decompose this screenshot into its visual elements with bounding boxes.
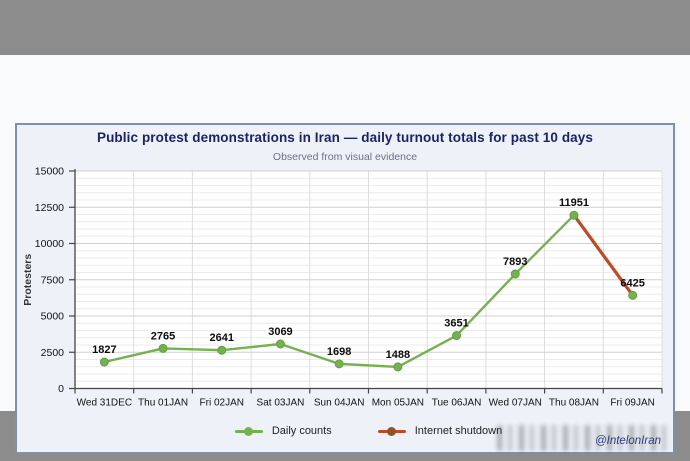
- svg-text:Wed 31DEC: Wed 31DEC: [77, 398, 132, 409]
- gridlines: [75, 170, 663, 389]
- legend-item-daily-counts: Daily counts: [234, 425, 332, 437]
- data-points: 1827 2765 2641 3069 1698 1488 3651 7893 11951 642…: [92, 197, 645, 372]
- svg-text:Mon 05JAN: Mon 05JAN: [372, 398, 424, 409]
- svg-text:12500: 12500: [35, 202, 64, 214]
- svg-text:5000: 5000: [41, 311, 65, 323]
- svg-text:Sun 04JAN: Sun 04JAN: [314, 398, 365, 409]
- credit-handle: @IntelonIran: [595, 435, 661, 447]
- chart-card-panel: Public protest demonstrations in Iran — …: [0, 55, 690, 454]
- svg-text:2500: 2500: [41, 347, 65, 359]
- svg-text:Thu 08JAN: Thu 08JAN: [549, 398, 599, 409]
- internet-shutdown-line: [572, 213, 635, 297]
- legend-item-internet-shutdown: Internet shutdown: [377, 425, 503, 437]
- y-axis-tick-labels: 0 2500 5000 7500 10000 12500 15000: [35, 166, 64, 396]
- chart-legend: Daily counts Internet shutdown: [75, 422, 662, 440]
- svg-text:Fri 09JAN: Fri 09JAN: [610, 398, 654, 409]
- chart-frame: Public protest demonstrations in Iran — …: [15, 123, 675, 454]
- svg-text:Thu 01JAN: Thu 01JAN: [138, 398, 188, 409]
- axes: [69, 169, 663, 394]
- svg-text:Tue 06JAN: Tue 06JAN: [432, 398, 482, 409]
- chart-canvas: 0 2500 5000 7500 10000 12500 15000 Wed 31DEC Thu…: [22, 166, 663, 409]
- x-axis-tick-labels: Wed 31DEC Thu 01JAN Fri 02JAN Sat 03JAN Sun …: [77, 398, 655, 409]
- svg-text:10000: 10000: [35, 238, 64, 250]
- svg-text:3069: 3069: [268, 326, 292, 338]
- svg-text:15000: 15000: [35, 166, 64, 178]
- svg-text:11951: 11951: [559, 197, 589, 209]
- svg-text:2765: 2765: [151, 330, 175, 342]
- svg-text:Sat 03JAN: Sat 03JAN: [257, 398, 305, 409]
- svg-text:1488: 1488: [386, 349, 410, 361]
- daily-counts-line-icon: [234, 426, 263, 436]
- internet-shutdown-line-icon: [377, 426, 406, 436]
- svg-text:7500: 7500: [41, 274, 65, 286]
- y-axis-title: Protesters: [22, 254, 34, 306]
- svg-text:Fri 02JAN: Fri 02JAN: [200, 398, 244, 409]
- svg-text:1827: 1827: [92, 344, 116, 356]
- chart-subtitle: Observed from visual evidence: [272, 151, 418, 163]
- svg-text:6425: 6425: [620, 277, 644, 289]
- svg-text:Wed 07JAN: Wed 07JAN: [489, 398, 542, 409]
- svg-text:3651: 3651: [444, 318, 468, 330]
- watermark-blurred: [497, 425, 669, 451]
- svg-text:2641: 2641: [210, 332, 234, 344]
- svg-text:1698: 1698: [327, 346, 351, 358]
- svg-text:7893: 7893: [503, 256, 527, 268]
- legend-label-daily-counts: Daily counts: [271, 425, 332, 437]
- svg-text:0: 0: [58, 383, 64, 395]
- legend-label-internet-shutdown: Internet shutdown: [414, 425, 503, 437]
- chart-title: Public protest demonstrations in Iran — …: [96, 130, 594, 145]
